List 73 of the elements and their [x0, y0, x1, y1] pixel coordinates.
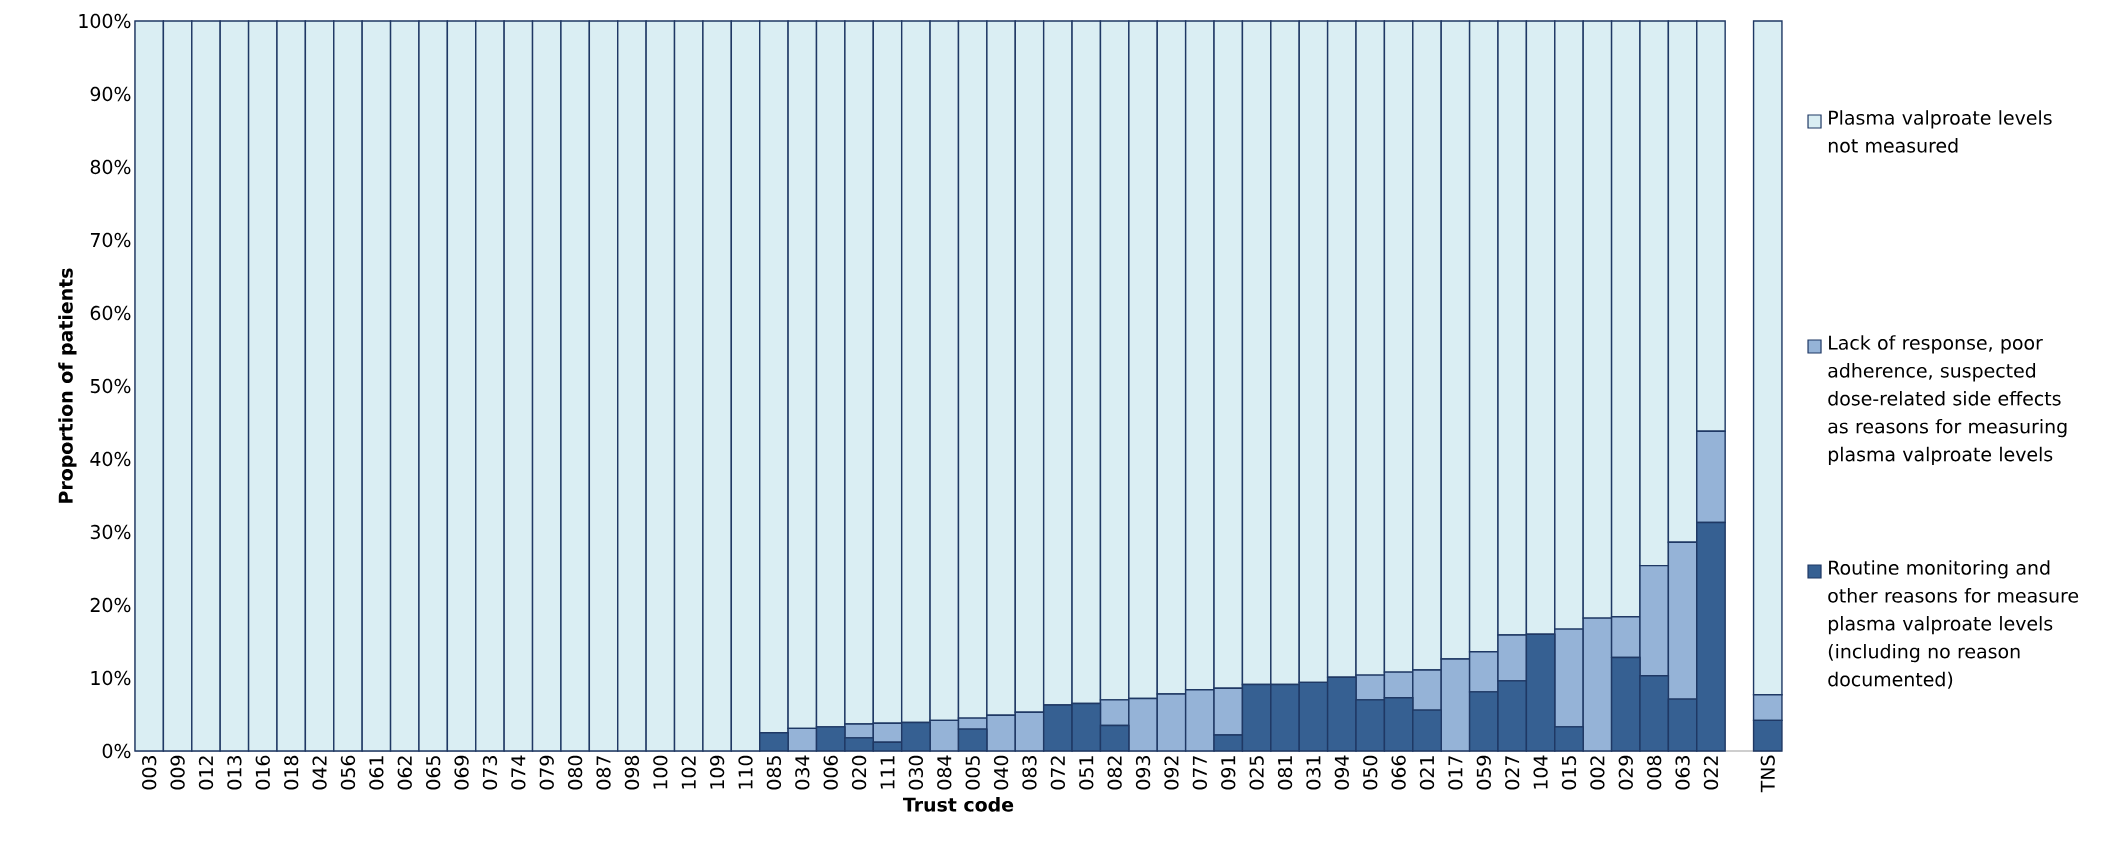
x-tick-label: 013 — [227, 756, 242, 790]
x-tick-label: 093 — [1135, 756, 1151, 790]
x-tick-label: 066 — [1391, 755, 1406, 790]
x-tick-label: 065 — [426, 756, 441, 790]
x-tick-label: 062 — [397, 756, 412, 790]
y-tick-label: 0% — [102, 743, 131, 759]
y-tick-label: 80% — [90, 159, 131, 175]
x-tick-label: TNS — [1760, 755, 1775, 793]
x-tick-label: 029 — [1618, 755, 1633, 790]
x-tick-label: 102 — [681, 756, 696, 789]
x-tick-label: 085 — [766, 756, 782, 790]
y-tick-label: 100% — [79, 13, 131, 29]
x-tick-label: 012 — [198, 756, 214, 790]
x-tick-label: 077 — [1192, 756, 1207, 790]
y-tick-label: 10% — [91, 670, 131, 686]
x-tick-label: 109 — [709, 755, 725, 789]
x-tick-label: 073 — [482, 756, 498, 790]
x-tick-label: 056 — [340, 755, 356, 790]
legend-label: Routine monitoring and other reasons for measure plasma valproate levels (including no reason documented) — [1828, 560, 2079, 689]
y-tick-label: 60% — [90, 305, 131, 321]
x-tick-label: 027 — [1505, 756, 1520, 790]
y-tick-label: 70% — [90, 232, 131, 248]
x-tick-label: 017 — [1448, 756, 1463, 790]
y-tick-label: 90% — [90, 86, 131, 102]
legend-label: Lack of response, poor adherence, suspected dose-related side effects as reasons for measuring plasma valproate levels — [1828, 335, 2067, 466]
y-tick-label: 50% — [90, 378, 131, 394]
y-tick-label: 20% — [90, 597, 131, 613]
x-tick-label: 081 — [1277, 756, 1293, 790]
x-tick-label: 100 — [653, 755, 668, 789]
x-tick-label: 005 — [965, 756, 980, 790]
x-tick-label: 061 — [369, 756, 384, 790]
x-tick-label: 002 — [1590, 756, 1605, 790]
legend-label: Plasma valproate levels not measured — [1828, 110, 2052, 153]
x-tick-label: 020 — [851, 755, 867, 790]
x-tick-label: 082 — [1107, 756, 1122, 790]
x-tick-label: 098 — [624, 755, 640, 790]
x-tick-label: 051 — [1079, 756, 1094, 790]
x-tick-label: 087 — [596, 756, 611, 790]
x-tick-label: 080 — [567, 755, 583, 790]
y-axis-title: Proportion of patients — [58, 268, 77, 503]
y-tick-label: 40% — [90, 451, 131, 467]
x-tick-label: 092 — [1164, 756, 1179, 790]
x-tick-label: 094 — [1334, 755, 1349, 790]
x-axis-title: Trust code — [902, 797, 1014, 812]
x-tick-label: 110 — [738, 755, 753, 789]
x-tick-label: 003 — [142, 756, 157, 790]
x-tick-label: 006 — [823, 755, 838, 790]
x-tick-label: 069 — [454, 755, 469, 790]
x-tick-label: 040 — [993, 755, 1009, 790]
x-tick-label: 008 — [1647, 755, 1662, 790]
x-tick-label: 063 — [1675, 756, 1690, 790]
x-tick-label: 083 — [1022, 756, 1037, 790]
x-tick-label: 042 — [312, 756, 327, 790]
x-tick-label: 111 — [880, 756, 895, 789]
x-tick-label: 050 — [1363, 755, 1378, 790]
x-tick-label: 016 — [255, 755, 270, 790]
x-tick-label: 018 — [284, 755, 299, 790]
y-tick-label: 30% — [90, 524, 131, 540]
x-tick-label: 021 — [1419, 756, 1435, 790]
x-tick-label: 030 — [908, 755, 924, 790]
x-tick-label: 031 — [1306, 756, 1321, 790]
x-tick-label: 015 — [1561, 756, 1577, 790]
x-tick-label: 025 — [1249, 756, 1264, 790]
x-tick-label: 079 — [539, 755, 554, 790]
x-tick-label: 084 — [937, 755, 952, 790]
x-tick-label: 091 — [1221, 756, 1236, 790]
x-tick-label: 074 — [511, 755, 526, 790]
x-tick-label: 009 — [170, 755, 185, 790]
x-tick-label: 022 — [1703, 756, 1719, 790]
x-tick-label: 104 — [1533, 755, 1548, 789]
x-tick-label: 034 — [795, 755, 810, 790]
x-tick-label: 072 — [1050, 756, 1066, 790]
x-tick-label: 059 — [1476, 755, 1491, 790]
